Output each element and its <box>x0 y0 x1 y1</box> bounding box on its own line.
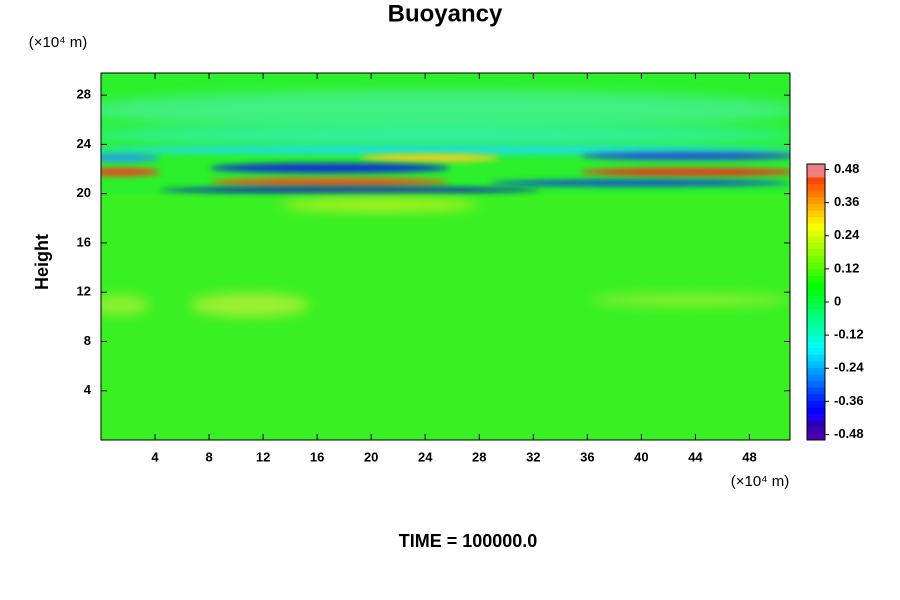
colorbar-swatch <box>807 295 825 303</box>
colorbar-tick-label: -0.48 <box>834 426 864 441</box>
colorbar-swatch <box>807 433 825 441</box>
y-tick-label: 16 <box>77 234 91 249</box>
colorbar-swatch <box>807 282 825 290</box>
colorbar-swatch <box>807 380 825 388</box>
colorbar-swatch <box>807 210 825 217</box>
colorbar-tick-label: -0.24 <box>834 360 864 375</box>
colorbar-swatch <box>807 236 825 244</box>
colorbar-swatch <box>807 229 825 237</box>
colorbar-tick-label: 0.24 <box>834 227 860 242</box>
colorbar-swatch <box>807 400 825 408</box>
colorbar-swatch <box>807 216 825 224</box>
colorbar-tick-label: 0 <box>834 293 841 308</box>
x-tick-label: 40 <box>634 449 648 464</box>
colorbar-swatch <box>807 249 825 257</box>
colorbar-swatch <box>807 394 825 401</box>
colorbar-swatch <box>807 348 825 355</box>
colorbar-tick-label: 0.12 <box>834 260 859 275</box>
colorbar-swatch <box>807 170 825 178</box>
y-axis-label: Height <box>32 234 52 290</box>
colorbar-tick-label: -0.36 <box>834 393 864 408</box>
colorbar-swatch <box>807 177 825 185</box>
colorbar-swatch <box>807 334 825 342</box>
x-tick-label: 12 <box>256 449 270 464</box>
colorbar-swatch <box>807 203 825 211</box>
colorbar-swatch <box>807 262 825 270</box>
colorbar-swatch <box>807 354 825 362</box>
colorbar-swatch <box>807 308 825 316</box>
x-tick-label: 20 <box>364 449 378 464</box>
colorbar-swatch <box>807 374 825 382</box>
x-tick-label: 28 <box>472 449 486 464</box>
colorbar-swatch <box>807 420 825 428</box>
colorbar-swatch <box>807 288 825 296</box>
colorbar-swatch <box>807 341 825 349</box>
colorbar-swatch <box>807 190 825 198</box>
colorbar-swatch <box>807 361 825 369</box>
colorbar-swatch <box>807 328 825 336</box>
x-tick-label: 16 <box>310 449 324 464</box>
colorbar-tick-label: 0.48 <box>834 161 859 176</box>
y-tick-label: 4 <box>84 382 92 397</box>
colorbar-swatch <box>807 223 825 231</box>
footer: TIME = 100000.0 <box>399 531 538 551</box>
x-tick-label: 32 <box>526 449 540 464</box>
colorbar-swatch <box>807 183 825 191</box>
x-unit: (×10⁴ m) <box>731 473 790 490</box>
y-tick-label: 20 <box>77 185 91 200</box>
colorbar-swatch <box>807 302 825 309</box>
colorbar-swatch <box>807 407 825 415</box>
y-unit: (×10⁴ m) <box>29 34 88 51</box>
x-tick-label: 48 <box>742 449 756 464</box>
x-tick-label: 36 <box>580 449 594 464</box>
x-tick-label: 24 <box>418 449 433 464</box>
y-tick-label: 12 <box>77 284 91 299</box>
colorbar-swatch <box>807 426 825 434</box>
colorbar-swatch <box>807 387 825 395</box>
colorbar-swatch <box>807 367 825 375</box>
colorbar-swatch <box>807 196 825 204</box>
x-tick-label: 44 <box>688 449 703 464</box>
colorbar-swatch <box>807 242 825 250</box>
colorbar-swatch <box>807 275 825 283</box>
colorbar-swatch <box>807 164 825 171</box>
y-tick-label: 24 <box>77 136 92 151</box>
y-tick-label: 8 <box>84 333 91 348</box>
colorbar-swatch <box>807 321 825 329</box>
field <box>101 73 790 440</box>
chart-title: Buoyancy <box>388 0 503 27</box>
colorbar-swatch <box>807 269 825 277</box>
colorbar-tick-label: -0.12 <box>834 327 864 342</box>
plot-frame <box>100 72 791 441</box>
colorbar-swatch <box>807 256 825 263</box>
colorbar-swatch <box>807 413 825 421</box>
colorbar-swatch <box>807 315 825 323</box>
y-tick-label: 28 <box>77 87 91 102</box>
x-tick-label: 4 <box>151 449 159 464</box>
colorbar-tick-label: 0.36 <box>834 194 859 209</box>
x-tick-label: 8 <box>205 449 212 464</box>
